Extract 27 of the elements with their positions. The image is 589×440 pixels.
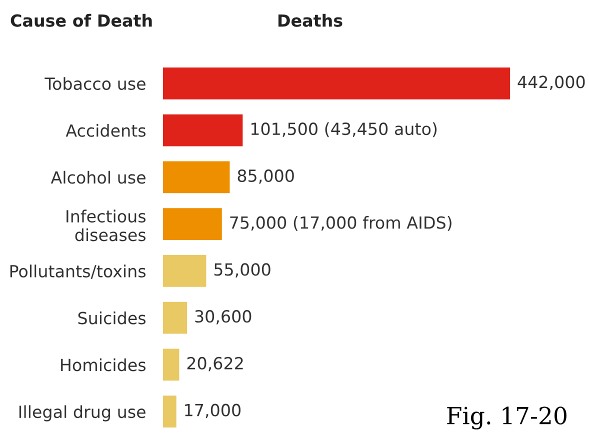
data-label: 55,000 [214,263,270,278]
bar [163,255,206,287]
bar [163,68,510,100]
bar [163,208,222,240]
y-tick-label: Illegal drug use [19,405,146,422]
y-tick-label: Accidents [66,124,146,137]
y-tick-label: Pollutants/toxins [10,264,146,279]
data-label: 442,000 [518,76,585,90]
y-tick-label: Suicides [78,311,146,324]
data-label: 30,600 [195,310,252,324]
y-axis-title: Cause of Death [10,14,152,27]
data-label: 17,000 [185,404,240,418]
data-label: 101,500 (43,450 auto) [251,122,437,138]
data-label: 75,000 (17,000 from AIDS) [230,216,452,231]
y-tick-label: Homicides [61,358,146,372]
annotation: Fig. 17-20 [447,406,566,430]
y-tick-label: Tobacco use [44,77,146,90]
y-tick-label: Alcohol use [50,170,146,184]
data-label: 85,000 [238,169,294,184]
chart-title: Deaths [278,14,342,27]
bar [163,348,180,381]
y-tick-label: Infectious diseases [66,210,146,242]
bar [163,114,243,146]
bar [163,302,188,334]
bar [163,396,176,428]
data-label: 20,622 [187,356,243,372]
bar [163,161,230,194]
